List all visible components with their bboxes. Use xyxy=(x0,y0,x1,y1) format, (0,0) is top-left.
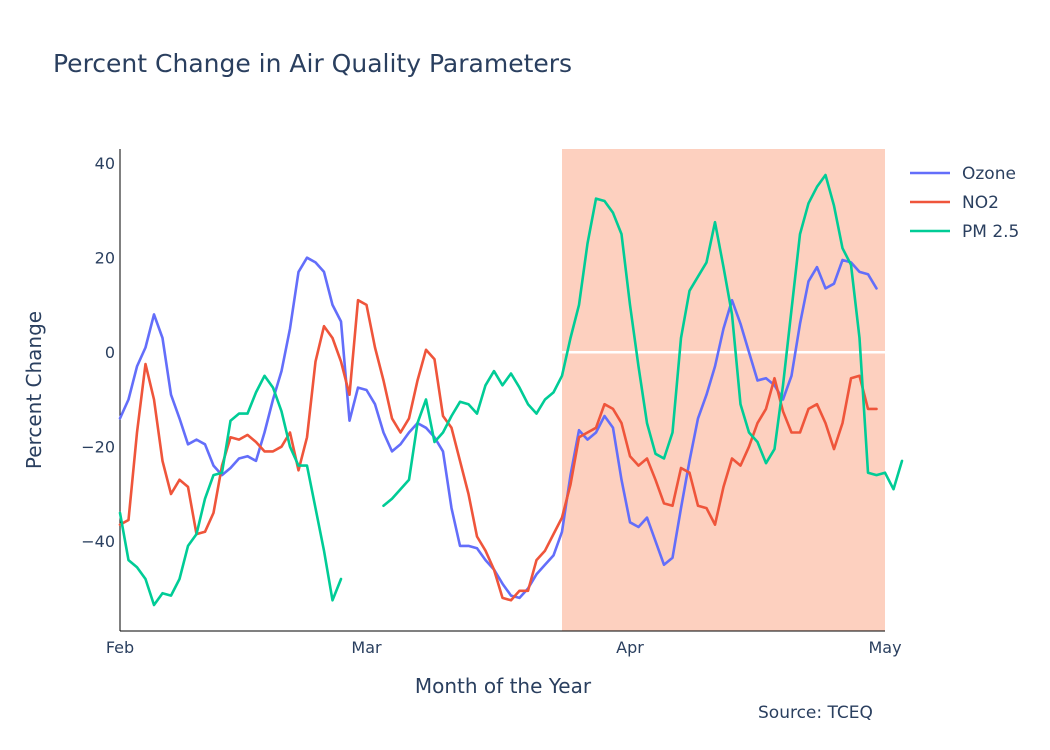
chart-title: Percent Change in Air Quality Parameters xyxy=(53,49,573,78)
legend-item-pm-2-5[interactable]: PM 2.5 xyxy=(910,222,1019,242)
x-tick-label: Mar xyxy=(351,638,382,657)
x-tick-label: May xyxy=(868,638,901,657)
x-axis-title: Month of the Year xyxy=(415,674,592,698)
legend-label: PM 2.5 xyxy=(962,222,1019,242)
x-tick-label: Apr xyxy=(616,638,644,657)
legend-label: Ozone xyxy=(962,164,1016,184)
shaded-region-layer xyxy=(562,149,885,631)
x-tick-labels: Feb Mar Apr May xyxy=(106,638,902,657)
lockdown-shaded-region xyxy=(562,149,885,631)
y-tick-label: 20 xyxy=(95,249,115,268)
series-line-pm-2-5 xyxy=(118,173,904,607)
source-annotation: Source: TCEQ xyxy=(758,703,873,723)
y-tick-label: −40 xyxy=(81,532,115,551)
y-tick-label: 0 xyxy=(105,343,115,362)
legend-item-no2[interactable]: NO2 xyxy=(910,193,999,213)
y-tick-labels: 40 20 0 −20 −40 xyxy=(81,154,115,551)
legend-label: NO2 xyxy=(962,193,999,213)
legend-item-ozone[interactable]: Ozone xyxy=(910,164,1016,184)
legend[interactable]: Ozone NO2 PM 2.5 xyxy=(910,164,1019,242)
x-tick-label: Feb xyxy=(106,638,134,657)
y-tick-label: 40 xyxy=(95,154,115,173)
series-layer xyxy=(118,173,904,607)
series-line-ozone xyxy=(118,256,878,600)
series-line-no2 xyxy=(118,298,878,602)
y-tick-label: −20 xyxy=(81,438,115,457)
y-axis-title: Percent Change xyxy=(22,311,46,469)
axes xyxy=(119,149,885,632)
